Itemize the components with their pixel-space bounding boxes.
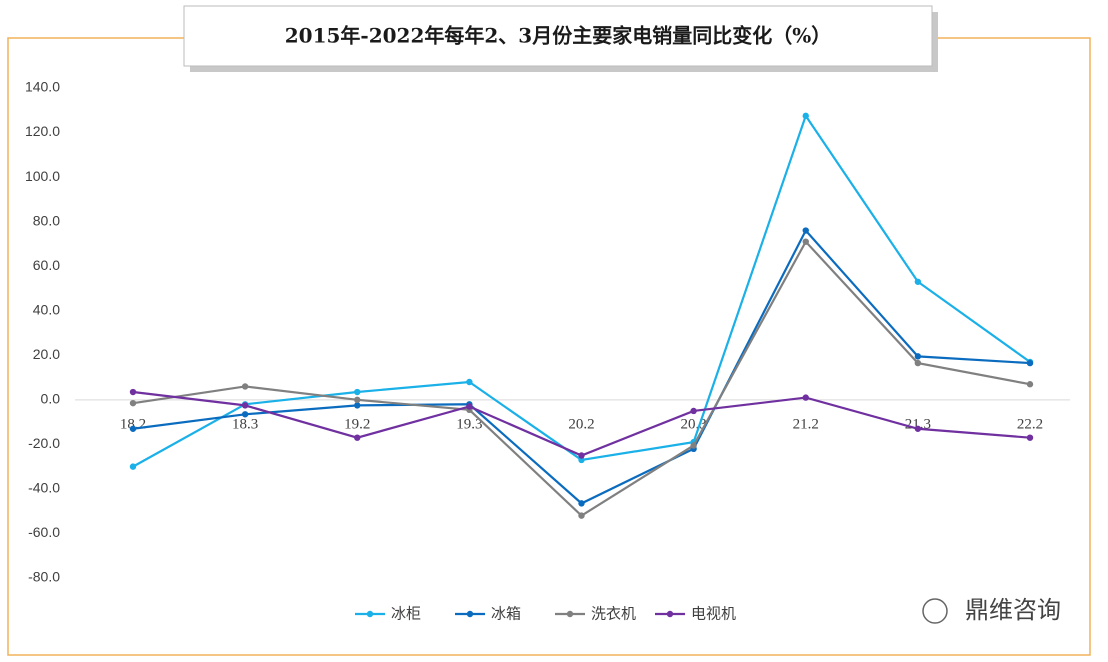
point [1026,434,1034,441]
point [802,394,809,401]
y-tick-label: 0.0 [41,391,61,407]
legend-marker [566,610,574,618]
series-line [132,239,1031,518]
legend-label: 冰箱 [491,605,521,623]
point [466,403,473,410]
point [354,402,361,409]
point [802,112,809,120]
x-tick-label: 19.2 [344,416,370,432]
point [802,227,809,234]
legend-marker [366,610,374,618]
x-tick-label: 22.2 [1017,416,1043,432]
point [354,434,361,441]
y-tick-label: 80.0 [33,212,60,228]
point [914,359,922,367]
point [354,396,361,404]
point [1026,359,1034,367]
point [914,425,922,432]
y-tick-label: -40.0 [28,480,60,496]
point [578,456,585,464]
point [466,378,473,386]
point [354,388,361,396]
point [241,411,249,418]
point [690,407,697,415]
title-box [183,5,933,67]
y-tick-label: 120.0 [25,123,60,139]
watermark-icon [922,598,948,624]
point [129,388,137,396]
x-tick-label: 20.2 [568,416,594,432]
point [578,500,585,507]
point [129,425,137,432]
point [1026,381,1034,388]
legend-label: 洗衣机 [591,605,636,623]
legend-label: 电视机 [691,605,736,623]
x-tick-label: 19.3 [456,416,482,432]
x-tick-label: 18.3 [232,416,258,432]
point [241,402,249,409]
point [129,399,137,407]
legend-label: 冰柜 [391,605,421,623]
y-tick-label: -60.0 [28,524,60,540]
point [578,512,585,519]
point [241,383,249,390]
chart-title: 2015年-2022年每年2、3月份主要家电销量同比变化（%） [285,24,831,48]
legend-marker [466,610,474,618]
x-tick-label: 21.2 [793,416,819,432]
y-tick-label: 140.0 [25,79,60,95]
y-tick-label: 60.0 [33,257,60,273]
watermark-group: 鼎维咨询 [922,596,1061,624]
point [578,452,585,459]
point [690,442,697,449]
watermark: 鼎维咨询 [965,596,1061,624]
chart-frame [7,37,1091,656]
point [914,353,922,360]
point [129,463,137,470]
y-tick-label: 40.0 [33,301,60,317]
y-tick-label: 100.0 [25,168,60,184]
y-tick-label: -20.0 [28,435,60,451]
point [914,278,922,285]
point [802,238,809,245]
series-line [132,113,1031,468]
y-tick-label: -80.0 [28,569,60,585]
legend-marker [666,610,674,618]
y-tick-label: 20.0 [33,346,60,362]
